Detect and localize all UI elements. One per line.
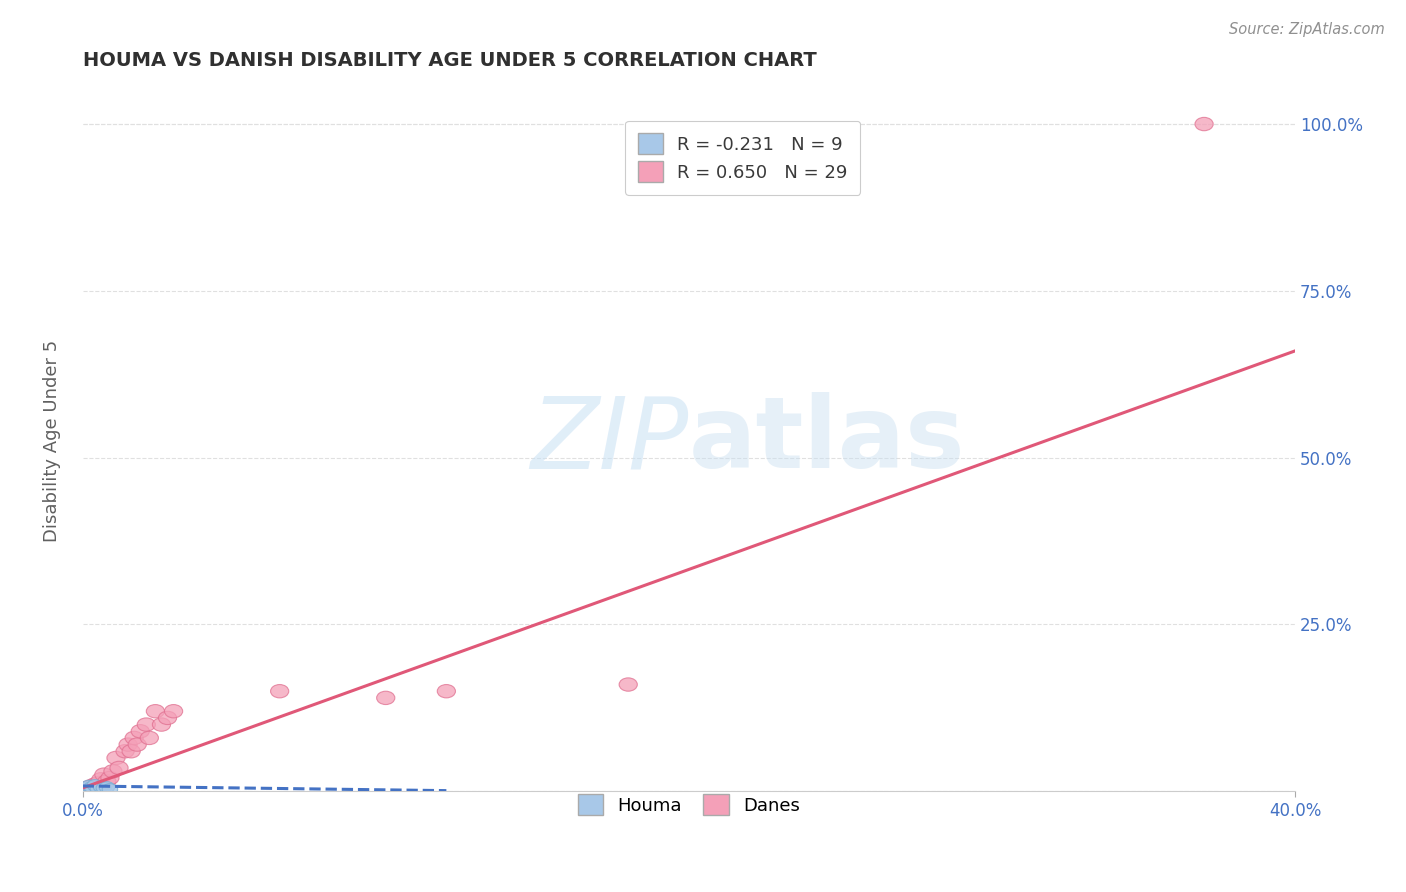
Ellipse shape <box>138 718 156 731</box>
Ellipse shape <box>270 684 288 698</box>
Ellipse shape <box>84 781 100 793</box>
Ellipse shape <box>100 781 115 793</box>
Ellipse shape <box>107 751 125 764</box>
Ellipse shape <box>122 745 141 758</box>
Ellipse shape <box>87 780 103 791</box>
Ellipse shape <box>104 764 122 778</box>
Ellipse shape <box>77 782 93 794</box>
Ellipse shape <box>89 777 107 790</box>
Ellipse shape <box>141 731 159 745</box>
Ellipse shape <box>377 691 395 705</box>
Ellipse shape <box>165 705 183 718</box>
Ellipse shape <box>152 718 170 731</box>
Legend: Houma, Danes: Houma, Danes <box>568 785 808 824</box>
Text: Source: ZipAtlas.com: Source: ZipAtlas.com <box>1229 22 1385 37</box>
Ellipse shape <box>96 782 111 794</box>
Text: HOUMA VS DANISH DISABILITY AGE UNDER 5 CORRELATION CHART: HOUMA VS DANISH DISABILITY AGE UNDER 5 C… <box>83 51 817 70</box>
Ellipse shape <box>94 768 112 781</box>
Ellipse shape <box>125 731 143 745</box>
Text: atlas: atlas <box>689 392 966 490</box>
Y-axis label: Disability Age Under 5: Disability Age Under 5 <box>44 340 60 542</box>
Ellipse shape <box>101 772 120 785</box>
Ellipse shape <box>619 678 637 691</box>
Ellipse shape <box>80 780 98 794</box>
Ellipse shape <box>1195 118 1213 131</box>
Ellipse shape <box>86 778 104 791</box>
Ellipse shape <box>437 684 456 698</box>
Ellipse shape <box>115 745 134 758</box>
Ellipse shape <box>82 780 97 791</box>
Ellipse shape <box>98 774 115 788</box>
Ellipse shape <box>90 783 105 794</box>
Ellipse shape <box>83 780 101 793</box>
Ellipse shape <box>120 738 138 751</box>
Ellipse shape <box>131 724 149 738</box>
Ellipse shape <box>91 772 110 786</box>
Ellipse shape <box>128 738 146 751</box>
Ellipse shape <box>159 711 177 724</box>
Ellipse shape <box>93 781 108 792</box>
Ellipse shape <box>110 761 128 774</box>
Ellipse shape <box>76 782 94 796</box>
Text: ZIP: ZIP <box>530 392 689 490</box>
Ellipse shape <box>103 784 118 795</box>
Ellipse shape <box>146 705 165 718</box>
